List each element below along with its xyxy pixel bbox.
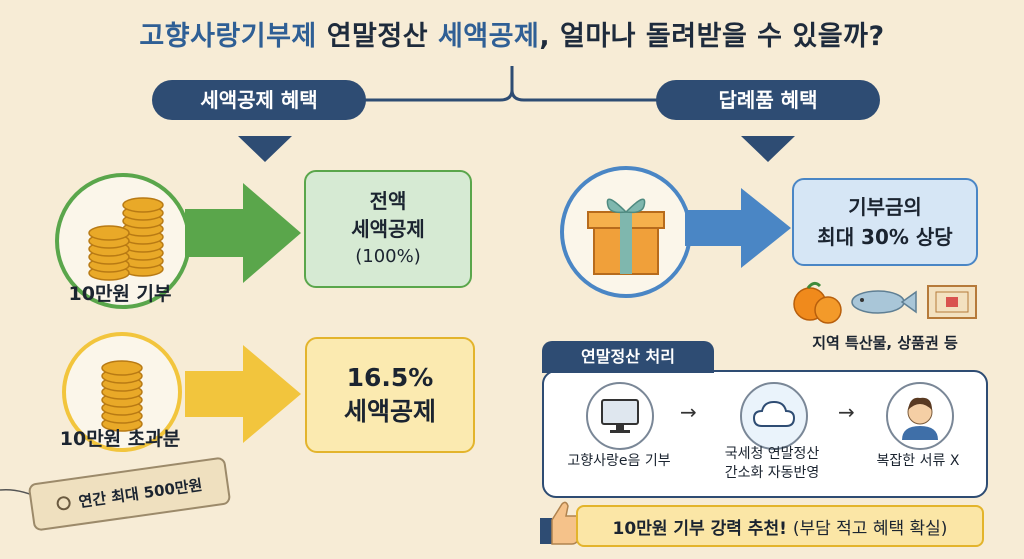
cloud-icon bbox=[752, 400, 796, 427]
cloud-circle bbox=[740, 382, 808, 450]
recommend-normal: (부담 적고 혜택 확실) bbox=[792, 518, 948, 539]
thumbs-up-icon bbox=[540, 501, 584, 545]
green-arrow bbox=[185, 183, 301, 283]
tier1-box-line1: 전액 bbox=[369, 189, 407, 213]
fish-icon bbox=[851, 290, 917, 314]
voucher-icon bbox=[927, 285, 977, 319]
tag-text: 연간 최대 500만원 bbox=[77, 475, 204, 511]
process-arrow-2: → bbox=[838, 400, 855, 424]
coins-icon bbox=[88, 197, 164, 281]
gift-icon bbox=[587, 198, 665, 275]
gift-box-line2: 최대 30% 상당 bbox=[817, 225, 953, 249]
person-circle bbox=[886, 382, 954, 450]
product-icons bbox=[793, 281, 977, 324]
step2-label: 국세청 연말정산 간소화 자동반영 bbox=[705, 445, 839, 483]
gift-box-line1: 기부금의 bbox=[848, 195, 922, 219]
step3-label: 복잡한 서류 X bbox=[876, 453, 960, 469]
step1-label: 고향사랑e음 기부 bbox=[567, 453, 671, 469]
coins-icon bbox=[101, 360, 143, 432]
page-title: 고향사랑기부제 연말정산 세액공제, 얼마나 돌려받을 수 있을까? bbox=[0, 14, 1024, 53]
tag-hole bbox=[55, 495, 72, 512]
yellow-arrow bbox=[185, 345, 301, 443]
orange-icon bbox=[793, 281, 842, 324]
tier2-label: 10만원 초과분 bbox=[59, 428, 181, 450]
tier1-box-line2: 세액공제 bbox=[351, 217, 425, 241]
recommend-bold: 10만원 기부 강력 추천! bbox=[612, 518, 787, 539]
title-part1: 고향사랑기부제 bbox=[139, 21, 317, 52]
tier2-box-line2: 세액공제 bbox=[343, 397, 436, 426]
gift-circle bbox=[560, 166, 692, 298]
right-header: 답례품 혜택 bbox=[656, 80, 880, 120]
title-part4: , 얼마나 돌려받을 수 있을까? bbox=[539, 21, 885, 52]
coins-circle-small bbox=[62, 332, 182, 452]
tier2-box-line1: 16.5% bbox=[346, 363, 434, 392]
step2-line1: 국세청 연말정산 bbox=[724, 446, 820, 462]
process-arrow-1: → bbox=[680, 400, 697, 424]
tier1-box: 전액 세액공제 (100%) bbox=[304, 170, 472, 288]
left-header: 세액공제 혜택 bbox=[152, 80, 366, 120]
recommend-banner: 10만원 기부 강력 추천! (부담 적고 혜택 확실) bbox=[576, 505, 984, 547]
gift-box: 기부금의 최대 30% 상당 bbox=[792, 178, 978, 266]
blue-arrow bbox=[685, 188, 791, 268]
step2-line2: 간소화 자동반영 bbox=[724, 465, 820, 481]
monitor-circle bbox=[586, 382, 654, 450]
tier2-box: 16.5% 세액공제 bbox=[305, 337, 475, 453]
process-title: 연말정산 처리 bbox=[542, 341, 714, 373]
person-icon bbox=[902, 397, 938, 440]
title-part3: 세액공제 bbox=[437, 21, 540, 52]
tier1-box-line3: (100%) bbox=[355, 246, 421, 267]
gift-caption: 지역 특산물, 상품권 등 bbox=[812, 334, 958, 352]
tier1-label: 10만원 기부 bbox=[68, 283, 172, 305]
monitor-icon bbox=[601, 399, 639, 433]
coins-circle-large bbox=[55, 173, 191, 309]
title-part2: 연말정산 bbox=[326, 21, 429, 52]
